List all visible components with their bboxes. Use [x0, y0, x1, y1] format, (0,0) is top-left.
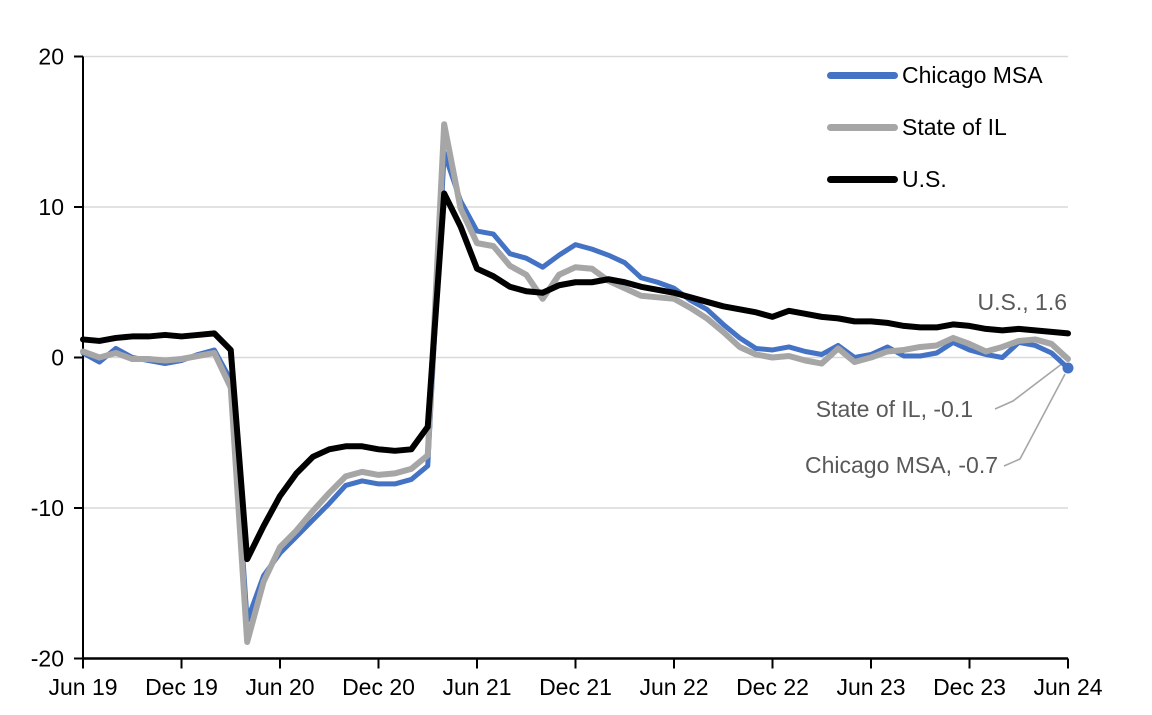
x-axis-tick-label: Jun 24 [1033, 674, 1102, 700]
x-axis-tick-label: Dec 21 [539, 674, 612, 700]
x-axis-tick-label: Jun 21 [442, 674, 511, 700]
x-axis-tick-label: Dec 22 [736, 674, 809, 700]
y-axis-tick-label: 10 [38, 194, 64, 220]
y-axis-tick-label: 0 [51, 345, 64, 371]
legend-label-us: U.S. [902, 165, 947, 192]
legend-label-chicago-msa: Chicago MSA [902, 61, 1043, 88]
series-end-marker-chicago-msa [1062, 362, 1074, 374]
x-axis-tick-label: Dec 19 [145, 674, 218, 700]
x-axis-tick-label: Jun 19 [48, 674, 117, 700]
series-line-u-s- [80, 190, 1071, 563]
x-axis-tick-label: Dec 20 [342, 674, 415, 700]
state-of-il-line-swatch [827, 123, 898, 131]
annotation-us-end-value: U.S., 1.6 [977, 289, 1067, 315]
series-line-state-of-il [80, 121, 1071, 645]
legend-item-us: U.S. [827, 153, 1043, 205]
legend-item-state-of-il: State of IL [827, 101, 1043, 153]
chart-legend: Chicago MSA State of IL U.S. [827, 49, 1043, 205]
x-axis-tick-label: Jun 22 [639, 674, 708, 700]
annotation-state-of-il-end-value: State of IL, -0.1 [815, 396, 973, 422]
y-axis-tick-label: 20 [38, 44, 64, 70]
annotation-leader-line [994, 362, 1064, 410]
x-axis-tick-label: Jun 23 [836, 674, 905, 700]
chicago-msa-line-swatch [827, 71, 898, 79]
us-line-swatch [827, 175, 898, 183]
y-axis-tick-label: -20 [31, 646, 64, 672]
annotation-leader-line [1003, 373, 1066, 467]
x-axis-tick-label: Jun 20 [245, 674, 314, 700]
legend-item-chicago-msa: Chicago MSA [827, 49, 1043, 101]
x-axis-tick-label: Dec 23 [933, 674, 1006, 700]
y-axis-tick-label: -10 [31, 495, 64, 521]
annotation-chicago-msa-end-value: Chicago MSA, -0.7 [804, 452, 998, 478]
legend-label-state-of-il: State of IL [902, 113, 1007, 140]
